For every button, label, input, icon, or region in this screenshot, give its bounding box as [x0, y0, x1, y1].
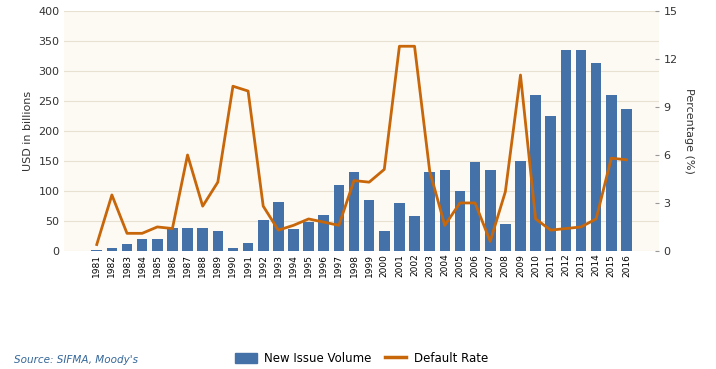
Bar: [243, 242, 253, 251]
Bar: [198, 228, 208, 251]
Bar: [167, 228, 178, 251]
Bar: [122, 244, 132, 251]
Bar: [500, 224, 511, 251]
Bar: [107, 248, 117, 251]
Bar: [606, 95, 616, 251]
Y-axis label: USD in billions: USD in billions: [23, 91, 33, 171]
Bar: [92, 250, 102, 251]
Bar: [334, 185, 344, 251]
Bar: [470, 162, 480, 251]
Bar: [455, 191, 465, 251]
Legend: New Issue Volume, Default Rate: New Issue Volume, Default Rate: [231, 347, 493, 369]
Bar: [394, 203, 405, 251]
Bar: [228, 248, 238, 251]
Bar: [349, 172, 359, 251]
Bar: [591, 63, 601, 251]
Bar: [410, 216, 420, 251]
Bar: [304, 221, 314, 251]
Text: Source: SIFMA, Moody's: Source: SIFMA, Moody's: [14, 355, 138, 365]
Bar: [152, 239, 163, 251]
Bar: [183, 228, 193, 251]
Bar: [546, 116, 556, 251]
Bar: [137, 239, 147, 251]
Bar: [364, 200, 374, 251]
Bar: [516, 161, 526, 251]
Bar: [576, 50, 586, 251]
Bar: [319, 215, 329, 251]
Bar: [379, 231, 390, 251]
Bar: [485, 170, 495, 251]
Bar: [440, 170, 450, 251]
Bar: [531, 95, 541, 251]
Bar: [258, 220, 268, 251]
Bar: [288, 229, 299, 251]
Bar: [621, 109, 632, 251]
Bar: [561, 50, 571, 251]
Bar: [425, 172, 435, 251]
Bar: [273, 202, 284, 251]
Bar: [213, 231, 223, 251]
Y-axis label: Percentage (%): Percentage (%): [684, 88, 695, 174]
